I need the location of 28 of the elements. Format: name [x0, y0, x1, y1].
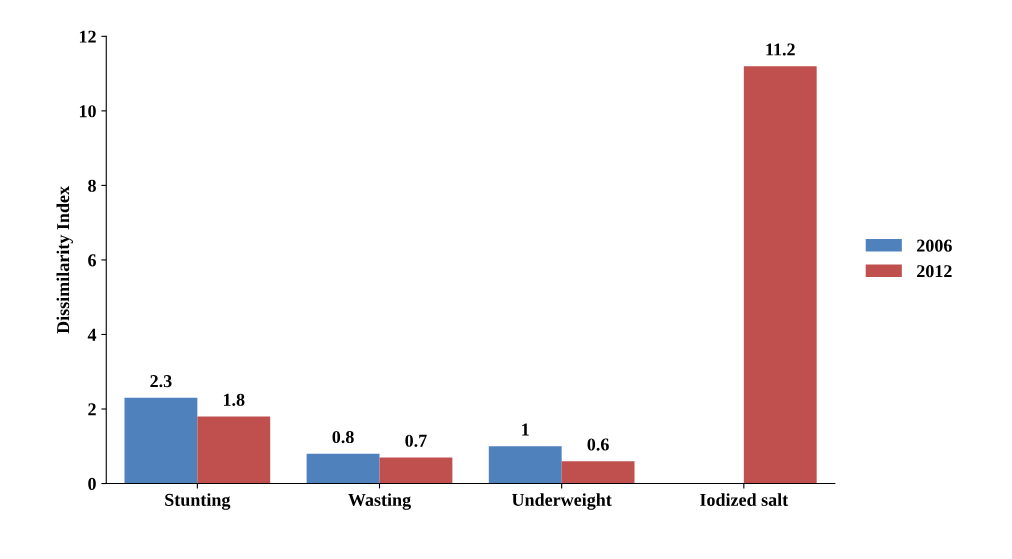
bar [124, 397, 198, 484]
y-tick-label: 8 [88, 179, 96, 192]
legend-label: 2012 [917, 265, 952, 278]
x-tick-label: Stunting [165, 493, 231, 510]
data-label: 1.8 [223, 393, 245, 406]
x-tick-label: Wasting [348, 493, 411, 510]
y-tick-label: 4 [87, 328, 97, 341]
y-tick-label: 10 [79, 105, 96, 118]
bar [561, 461, 635, 484]
data-label: 2.3 [150, 375, 172, 388]
y-tick-label: 2 [88, 403, 96, 416]
y-tick-label: 6 [88, 254, 97, 267]
data-label: 0.7 [405, 434, 427, 447]
x-tick-label: Underweight [511, 493, 612, 510]
bar [488, 446, 562, 484]
bar [379, 457, 453, 484]
data-label: 11.2 [766, 43, 795, 56]
data-label: 1 [522, 423, 529, 436]
x-tick-label: Iodized salt [700, 493, 789, 506]
y-tick-label: 0 [88, 477, 96, 490]
data-label: 0.6 [587, 438, 609, 451]
y-axis-title: Dissimilarity Index [56, 186, 73, 334]
bar [197, 416, 271, 484]
bar [306, 453, 380, 484]
data-label: 0.8 [332, 430, 354, 444]
y-tick-label: 12 [79, 30, 96, 43]
bar [743, 66, 817, 484]
legend-label: 2006 [917, 239, 952, 252]
